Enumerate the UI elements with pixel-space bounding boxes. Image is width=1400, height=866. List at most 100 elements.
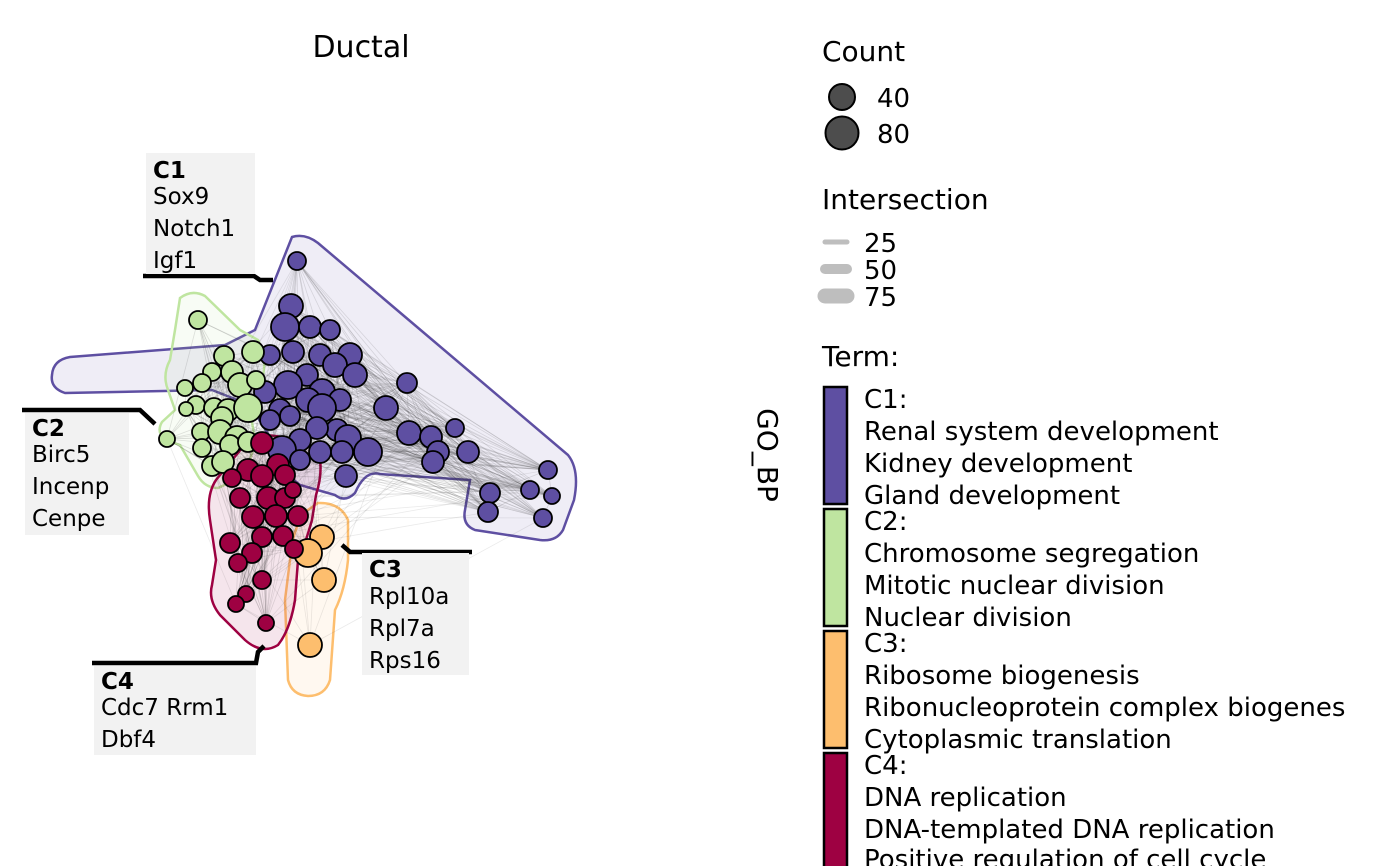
leader-line-C2 [22, 407, 157, 426]
legend-term-line: C1: [864, 385, 907, 415]
network-node-C2 [211, 450, 235, 474]
legend-term-line: Ribosome biogenesis [864, 661, 1140, 691]
gene-label: Sox9 [153, 184, 209, 210]
gene-label: Rpl7a [369, 616, 435, 642]
legend-term-line: C3: [864, 629, 907, 659]
legend-count-point-large [824, 115, 860, 151]
network-edge [227, 409, 286, 499]
network-node-C3 [311, 567, 337, 593]
label-box-C1 [146, 153, 255, 274]
network-edge [345, 475, 489, 513]
gene-label: Incenp [32, 474, 109, 500]
network-edge [296, 260, 331, 331]
network-node-C2 [192, 373, 212, 393]
network-node-C1 [373, 395, 399, 421]
legend-term-line: DNA replication [864, 783, 1067, 813]
legend-term-line: Renal system development [864, 417, 1219, 447]
legend-term-line: Mitotic nuclear division [864, 571, 1165, 601]
network-edge [406, 382, 469, 453]
cluster-name-C3: C3 [369, 557, 402, 583]
cluster-name-C1: C1 [153, 158, 186, 184]
cluster-name-C4: C4 [101, 669, 134, 695]
legend-count: Count 40 80 [822, 35, 910, 151]
network-node-C1 [308, 440, 332, 464]
network-node-C1 [342, 362, 368, 388]
network-node-C1 [298, 315, 322, 339]
cluster-label-C3: C3 Rpl10a Rpl7a Rps16 [340, 543, 472, 675]
network-node-C1 [353, 437, 383, 467]
network-node-C1 [445, 418, 465, 438]
network-node-C1 [279, 405, 301, 427]
network-node-C4 [251, 526, 273, 548]
network-node-C1 [281, 340, 305, 364]
legend-term-line: Gland development [864, 481, 1120, 511]
label-box-C2 [25, 413, 129, 535]
network-node-C4 [227, 595, 245, 613]
network-edge [321, 407, 491, 494]
network-node-C1 [334, 464, 358, 488]
gene-label: Rps16 [369, 648, 441, 674]
network-node-C4 [252, 570, 272, 590]
network-node-C1 [477, 501, 499, 523]
network-node-C2 [241, 340, 265, 364]
network-edge [323, 475, 347, 581]
network-edge [296, 260, 432, 438]
legend-intersection-title: Intersection [822, 183, 989, 216]
network-edge [319, 451, 544, 519]
network-edge [334, 364, 553, 497]
legend-term-line: Nuclear division [864, 603, 1072, 633]
network-node-C2 [246, 370, 266, 390]
network-node-C4 [284, 539, 304, 559]
network-node-C1 [305, 416, 329, 440]
network-edge [290, 305, 544, 519]
legend-intersection-value: 25 [864, 229, 897, 259]
network-edge [367, 451, 531, 491]
cluster-label-C4: C4 Cdc7 Rrm1 Dbf4 [92, 644, 266, 755]
network-edge [467, 451, 531, 491]
network-node-C2 [178, 401, 194, 417]
network-edge [354, 374, 456, 429]
network-edge [211, 465, 253, 554]
network-edge [239, 260, 298, 386]
network-edge [432, 461, 549, 471]
network-edge [307, 399, 491, 494]
legend-term-line: Ribonucleoprotein complex biogenes [864, 693, 1345, 723]
network-edge [277, 464, 489, 513]
network-edge [345, 436, 432, 477]
network-edge [319, 374, 356, 453]
gene-label: Birc5 [32, 442, 90, 468]
legend-term-line: Chromosome segregation [864, 539, 1199, 569]
network-node-C1 [456, 440, 480, 464]
legend-term: Term: C1: Renal system development Kidne… [821, 340, 1345, 866]
network-node-C4 [229, 487, 251, 509]
network-edge [430, 436, 549, 471]
legend-intersection: Intersection 25 50 75 [817, 183, 989, 313]
leader-line-C1 [143, 273, 273, 283]
network-edge [309, 326, 456, 429]
network-edge [329, 329, 349, 439]
network-node-C4 [274, 464, 296, 486]
network-edge [345, 461, 434, 477]
network-nodes [158, 251, 561, 658]
network-edge [289, 407, 387, 417]
label-box-C3 [362, 553, 469, 675]
network-node-C4 [284, 481, 302, 499]
label-box-C4 [94, 666, 256, 755]
network-edge [299, 459, 489, 513]
network-node-C2 [176, 379, 194, 397]
network-edge [329, 329, 369, 453]
network-node-C4 [228, 553, 248, 573]
network-edge [292, 351, 491, 494]
network-node-C1 [396, 420, 422, 446]
network-edge [334, 364, 369, 453]
legend-count-point-small [828, 83, 856, 111]
network-edge [329, 329, 408, 384]
network-node-C4 [257, 614, 275, 632]
legend-intersection-value: 75 [864, 283, 897, 313]
network-edge [201, 447, 279, 466]
cluster-label-C1: C1 Sox9 Notch1 Igf1 [143, 153, 273, 283]
network-node-C1 [520, 480, 540, 500]
network-edge [345, 475, 491, 494]
network-edge [406, 382, 456, 429]
network-edge [239, 497, 247, 595]
